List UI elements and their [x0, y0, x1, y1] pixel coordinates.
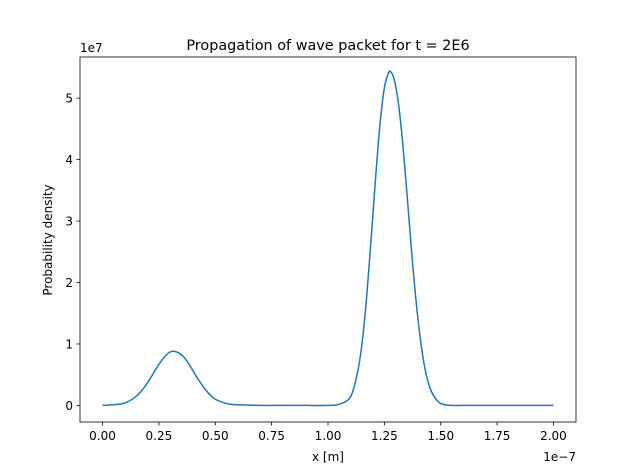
y-tick-label: 0 [65, 399, 73, 413]
x-tick-label: 1.25 [371, 429, 398, 443]
x-tick-label: 1.00 [315, 429, 342, 443]
x-tick-label: 2.00 [540, 429, 567, 443]
y-tick-label: 2 [65, 276, 73, 290]
x-tick-label: 1.75 [484, 429, 511, 443]
y-tick-label: 4 [65, 153, 73, 167]
chart-title: Propagation of wave packet for t = 2E6 [186, 38, 469, 54]
x-offset-label: 1e−7 [543, 450, 576, 464]
x-tick-label: 0.75 [258, 429, 285, 443]
x-tick-label: 0.50 [202, 429, 229, 443]
y-axis: 0 1 2 3 4 5 [65, 92, 80, 413]
x-axis-label: x [m] [312, 450, 344, 464]
y-offset-label: 1e7 [80, 41, 103, 55]
x-axis: 0.00 0.25 0.50 0.75 1.00 1.25 1.50 1.75 2.00 [89, 422, 567, 443]
y-tick-label: 5 [65, 92, 73, 106]
x-tick-label: 0.25 [146, 429, 173, 443]
y-tick-label: 1 [65, 337, 73, 351]
x-tick-label: 1.50 [427, 429, 454, 443]
series-line [102, 70, 554, 407]
y-axis-label: Probability density [41, 184, 55, 295]
x-tick-label: 0.00 [89, 429, 116, 443]
y-tick-label: 3 [65, 215, 73, 229]
